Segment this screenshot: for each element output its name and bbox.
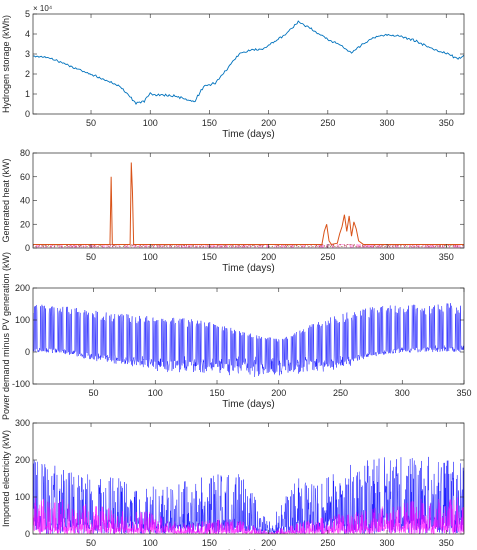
x-axis-label: Time (days) [222,399,274,410]
series-line [33,20,464,105]
y-tick-label: 60 [20,172,30,182]
x-tick-label: 100 [143,118,158,128]
panel-1: 50 100 150 200 250 300 350 0 1 2 3 4 5 Time (days) Hyd… [1,4,465,140]
x-tick-label: 350 [456,388,471,398]
axes-box [32,422,465,535]
plot-area [33,162,464,248]
y-tick-label: 40 [20,196,30,206]
y-tick-label: 0 [25,347,30,357]
x-tick-label: 100 [143,538,158,548]
plot-area [33,20,464,105]
panel-2: 50 100 150 200 250 300 350 0 20 40 60 80 Time (days)… [1,148,465,274]
x-tick-label: 150 [202,538,217,548]
x-tick-label: 100 [148,388,163,398]
y-tick-label: 200 [15,283,30,293]
y-tick-label: 0 [25,109,30,119]
y-tick-label: 20 [20,219,30,229]
x-tick-label: 150 [202,252,217,262]
y-axis-label: Generated heat (kW) [1,158,11,242]
y-tick-label: 3 [25,49,30,59]
y-axis-label: Imported electricity (kW) [1,430,11,527]
y-tick-label: 300 [15,418,30,428]
panel-4: 501001502002503003500100200300Time (days… [1,418,465,550]
axes-box [32,287,465,385]
axes-box [32,13,465,115]
x-tick-label: 50 [86,252,96,262]
x-tick-label: 300 [380,252,395,262]
x-tick-label: 300 [380,118,395,128]
y-tick-label: 200 [15,455,30,465]
x-tick-label: 100 [143,252,158,262]
x-tick-label: 250 [320,538,335,548]
y-tick-label: 1 [25,89,30,99]
series-baseline-line [33,244,464,248]
x-tick-label: 150 [209,388,224,398]
x-tick-label: 200 [261,118,276,128]
x-axis-label: Time (days) [222,263,274,274]
y-tick-label: 4 [25,29,30,39]
x-tick-label: 50 [86,538,96,548]
series-line-peaks [33,162,464,245]
x-tick-label: 50 [89,388,99,398]
series-line-2 [33,497,464,534]
axes-box [32,152,465,249]
x-tick-label: 200 [271,388,286,398]
x-tick-label: 250 [320,252,335,262]
y-axis-label: Hydrogen storage (kWh) [1,15,11,113]
x-tick-label: 50 [86,118,96,128]
plot-area [33,456,464,534]
x-tick-label: 250 [320,118,335,128]
y-axis-label: Power demand minus PV generation (kW) [1,252,11,420]
x-tick-label: 350 [439,538,454,548]
x-tick-label: 300 [395,388,410,398]
plot-area [33,303,464,377]
x-axis-label: Time (days) [222,129,274,140]
x-tick-label: 200 [261,252,276,262]
x-tick-label: 300 [380,538,395,548]
y-exponent-label: × 10⁴ [33,4,53,13]
y-tick-label: 80 [20,148,30,158]
y-tick-label: 100 [15,315,30,325]
x-tick-label: 350 [439,252,454,262]
y-tick-label: 5 [25,9,30,19]
y-tick-label: 0 [25,529,30,539]
y-tick-label: 2 [25,69,30,79]
x-tick-label: 200 [261,538,276,548]
series-line-1 [33,303,464,377]
y-tick-label: 100 [15,492,30,502]
x-tick-label: 350 [439,118,454,128]
y-tick-label: 0 [25,243,30,253]
y-tick-label: -100 [12,379,30,389]
x-tick-label: 150 [202,118,217,128]
x-tick-label: 250 [333,388,348,398]
